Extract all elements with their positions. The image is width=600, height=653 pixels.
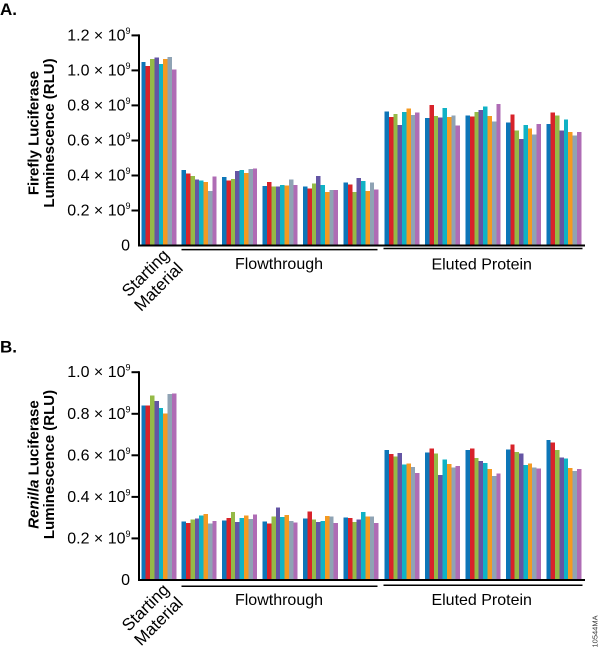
svg-text:9: 9 (125, 61, 130, 71)
svg-text:Firefly Luciferase: Firefly Luciferase (26, 71, 43, 195)
svg-text:9: 9 (125, 487, 130, 497)
svg-text:Luminescence (RLU): Luminescence (RLU) (41, 58, 58, 207)
svg-text:0.4 × 10: 0.4 × 10 (67, 168, 125, 185)
svg-text:9: 9 (125, 166, 130, 176)
svg-text:0.6 × 10: 0.6 × 10 (67, 133, 125, 150)
svg-text:Luminescence (RLU): Luminescence (RLU) (41, 390, 58, 539)
svg-text:0: 0 (121, 572, 130, 589)
svg-text:1.0 × 10: 1.0 × 10 (67, 62, 125, 79)
svg-text:1.2 × 10: 1.2 × 10 (67, 27, 125, 44)
svg-text:9: 9 (125, 201, 130, 211)
svg-text:0.4 × 10: 0.4 × 10 (67, 489, 125, 506)
svg-text:Eluted Protein: Eluted Protein (431, 256, 532, 273)
svg-text:Flowthrough: Flowthrough (235, 256, 323, 273)
svg-text:1.0 × 10: 1.0 × 10 (67, 364, 125, 381)
svg-text:9: 9 (125, 96, 130, 106)
svg-text:B.: B. (0, 337, 17, 356)
svg-text:A.: A. (0, 0, 17, 19)
svg-text:Renilla Luciferase: Renilla Luciferase (26, 400, 43, 528)
svg-text:9: 9 (125, 131, 130, 141)
svg-text:9: 9 (125, 446, 130, 456)
svg-text:0.2 × 10: 0.2 × 10 (67, 203, 125, 220)
svg-text:9: 9 (125, 363, 130, 373)
svg-text:Flowthrough: Flowthrough (235, 592, 323, 609)
svg-text:0.6 × 10: 0.6 × 10 (67, 447, 125, 464)
svg-text:0.8 × 10: 0.8 × 10 (67, 406, 125, 423)
svg-text:10544MA: 10544MA (591, 615, 600, 647)
svg-text:0: 0 (121, 238, 130, 255)
svg-text:Eluted Protein: Eluted Protein (431, 592, 532, 609)
svg-text:0.8 × 10: 0.8 × 10 (67, 97, 125, 114)
svg-text:9: 9 (125, 404, 130, 414)
svg-text:9: 9 (125, 529, 130, 539)
svg-text:9: 9 (125, 26, 130, 36)
svg-text:0.2 × 10: 0.2 × 10 (67, 530, 125, 547)
